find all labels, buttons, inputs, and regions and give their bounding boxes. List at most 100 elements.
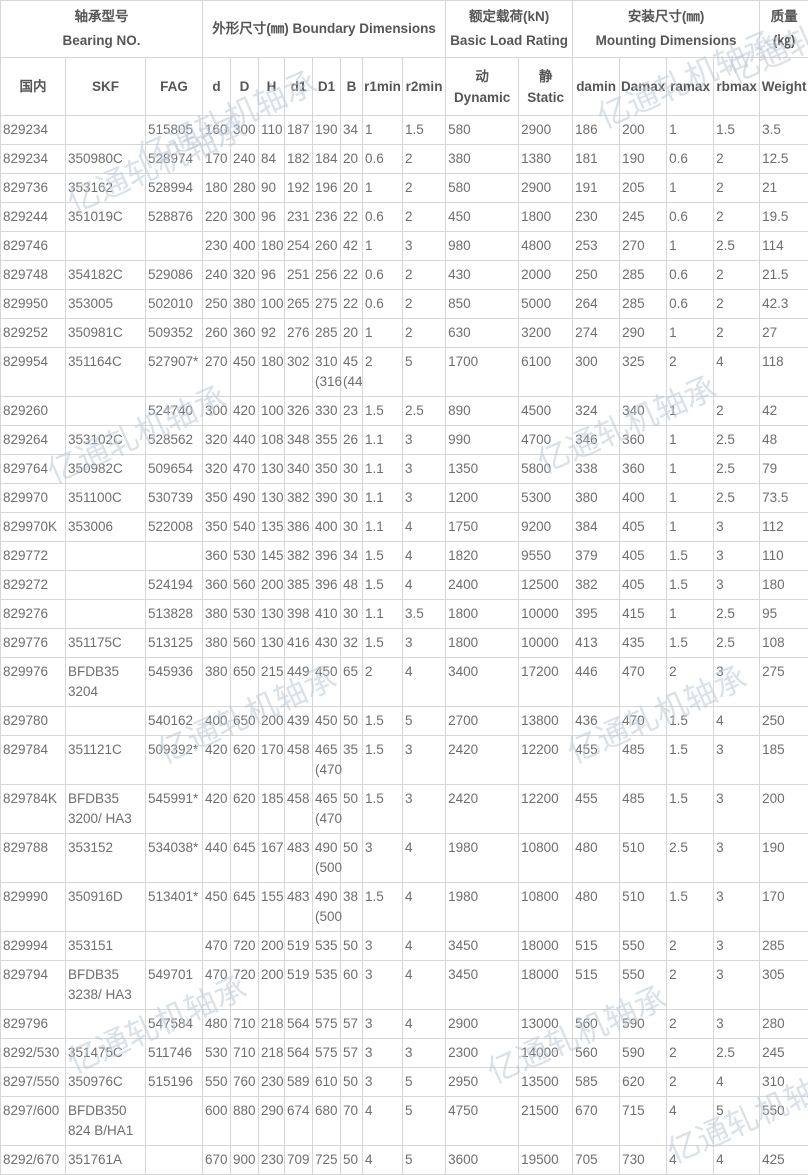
cell-weight: 170	[760, 883, 808, 932]
cell-ramax: 1	[667, 319, 714, 348]
col-header-skf: SKF	[66, 58, 146, 116]
cell-rbmax: 2.5	[714, 1039, 760, 1068]
cell-skf	[66, 600, 146, 629]
cell-Damax: 270	[620, 232, 667, 261]
cell-d: 350	[203, 484, 231, 513]
cell-static: 2000	[519, 261, 573, 290]
cell-D: 540	[231, 513, 259, 542]
cell-static: 21500	[519, 1097, 573, 1146]
cell-B: 35	[341, 736, 363, 785]
cell-skf: 350976C	[66, 1068, 146, 1097]
cell-fag: 524194	[146, 571, 203, 600]
cell-Damax: 400	[620, 484, 667, 513]
cell-ramax: 1.5	[667, 542, 714, 571]
header-bearing-no-en: Bearing NO.	[1, 29, 202, 53]
cell-skf	[66, 232, 146, 261]
cell-fag	[146, 1146, 203, 1175]
cell-D: 720	[231, 932, 259, 961]
cell-B: 23	[341, 397, 363, 426]
cell-static: 2900	[519, 116, 573, 145]
cell-static: 14000	[519, 1039, 573, 1068]
cell-fag	[146, 232, 203, 261]
cell-D1: 396	[313, 571, 341, 600]
col-header-d: d	[203, 58, 231, 116]
cell-r2min: 4	[403, 834, 446, 883]
cell-Damax: 290	[620, 319, 667, 348]
cell-Damax: 470	[620, 707, 667, 736]
cell-r2min: 4	[403, 513, 446, 542]
cell-rbmax: 3	[714, 834, 760, 883]
cell-D1: 465 (470	[313, 736, 341, 785]
cell-B: 38	[341, 883, 363, 932]
cell-dynamic: 2420	[446, 736, 519, 785]
cell-d: 170	[203, 145, 231, 174]
cell-skf: 353102C	[66, 426, 146, 455]
cell-r2min: 4	[403, 932, 446, 961]
cell-skf: 351121C	[66, 736, 146, 785]
cell-B: 57	[341, 1010, 363, 1039]
cell-Damax: 485	[620, 736, 667, 785]
cell-Damax: 590	[620, 1039, 667, 1068]
cell-static: 1800	[519, 203, 573, 232]
cell-domestic: 829788	[1, 834, 66, 883]
cell-B: 30	[341, 600, 363, 629]
cell-fag: 513401*	[146, 883, 203, 932]
cell-damin: 705	[573, 1146, 620, 1175]
cell-Damax: 620	[620, 1068, 667, 1097]
cell-D: 420	[231, 397, 259, 426]
cell-Damax: 510	[620, 834, 667, 883]
cell-ramax: 1	[667, 174, 714, 203]
cell-weight: 12.5	[760, 145, 808, 174]
cell-B: 20	[341, 145, 363, 174]
cell-D: 650	[231, 658, 259, 707]
cell-fag: 528974	[146, 145, 203, 174]
cell-r2min: 2	[403, 203, 446, 232]
header-boundary-zh: 外形尺寸(㎜)	[212, 21, 289, 36]
cell-Damax: 245	[620, 203, 667, 232]
cell-rbmax: 5	[714, 1097, 760, 1146]
col-header-dynamic-en: Dynamic	[446, 87, 518, 108]
cell-d1: 398	[285, 600, 313, 629]
header-weight-group: 质量 (㎏)	[760, 1, 808, 58]
cell-d1: 182	[285, 145, 313, 174]
col-header-weight: Weight	[760, 58, 808, 116]
cell-d1: 348	[285, 426, 313, 455]
cell-D1: 430	[313, 629, 341, 658]
cell-domestic: 829252	[1, 319, 66, 348]
cell-D: 530	[231, 600, 259, 629]
cell-dynamic: 1980	[446, 883, 519, 932]
cell-domestic: 829784K	[1, 785, 66, 834]
cell-static: 17200	[519, 658, 573, 707]
cell-fag: 513125	[146, 629, 203, 658]
cell-H: 100	[259, 290, 285, 319]
cell-skf: 351475C	[66, 1039, 146, 1068]
cell-damin: 455	[573, 736, 620, 785]
cell-static: 10000	[519, 600, 573, 629]
cell-rbmax: 3	[714, 883, 760, 932]
header-weight-unit: (㎏)	[760, 29, 808, 53]
cell-damin: 181	[573, 145, 620, 174]
cell-d: 380	[203, 600, 231, 629]
cell-Damax: 340	[620, 397, 667, 426]
cell-static: 10800	[519, 834, 573, 883]
cell-skf: BFDB35 3200/ HA3	[66, 785, 146, 834]
cell-r1min: 0.6	[363, 261, 403, 290]
cell-fag: 524740	[146, 397, 203, 426]
cell-static: 3200	[519, 319, 573, 348]
cell-d: 440	[203, 834, 231, 883]
col-header-H: H	[259, 58, 285, 116]
cell-d1: 386	[285, 513, 313, 542]
cell-H: 290	[259, 1097, 285, 1146]
cell-r2min: 2	[403, 319, 446, 348]
cell-r2min: 2	[403, 290, 446, 319]
cell-D: 470	[231, 455, 259, 484]
cell-D1: 450	[313, 707, 341, 736]
cell-D1: 310 (316	[313, 348, 341, 397]
cell-D1: 465 (470	[313, 785, 341, 834]
cell-damin: 670	[573, 1097, 620, 1146]
cell-skf	[66, 707, 146, 736]
